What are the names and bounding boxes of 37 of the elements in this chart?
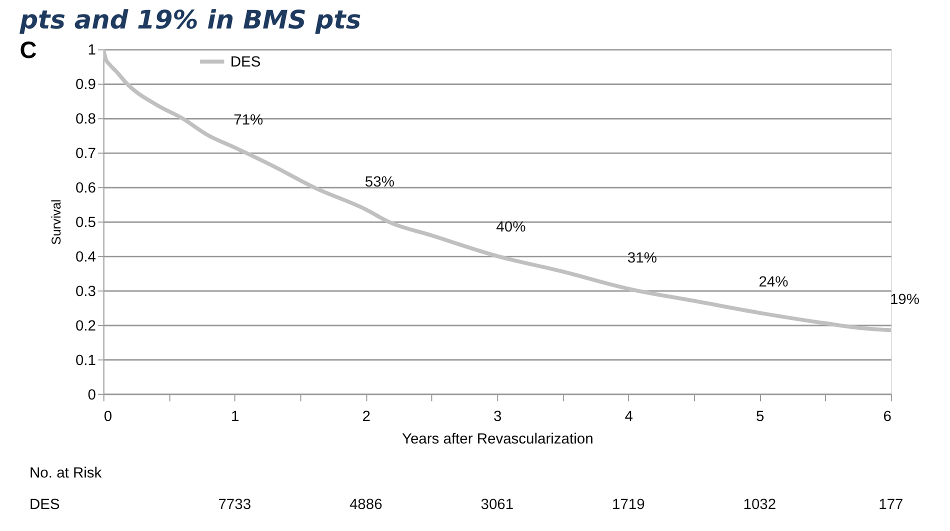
text: No. at Risk xyxy=(30,466,102,482)
annotation: 53% xyxy=(364,174,394,191)
y-tick-label: 0.3 xyxy=(75,284,96,300)
x-tick-label: 3 xyxy=(494,408,502,425)
y-tick-label: 0.7 xyxy=(75,146,96,162)
text: C xyxy=(20,38,37,64)
y-tick-label: 0.4 xyxy=(75,249,96,266)
annotation: 31% xyxy=(627,250,657,266)
x-tick-label: 0 xyxy=(104,408,112,425)
y-tick-label: 0.9 xyxy=(75,77,96,94)
annotation: 40% xyxy=(496,219,526,236)
legend-label: DES xyxy=(230,54,261,71)
text: 1032 xyxy=(743,497,776,514)
chart-title: pts and 19% in BMS pts xyxy=(18,6,362,36)
y-tick-label: 0.1 xyxy=(75,352,96,369)
text: 177 xyxy=(878,497,904,514)
text: 1719 xyxy=(612,497,645,514)
x-tick-label: 5 xyxy=(756,408,764,425)
y-tick-label: 0.8 xyxy=(75,112,96,128)
y-tick-label: 0.2 xyxy=(75,318,96,334)
y-axis-title: Survival xyxy=(48,199,64,245)
y-tick-label: 1 xyxy=(88,42,96,59)
y-tick-label: 0.6 xyxy=(75,180,96,197)
x-axis-title: Years after Revascularization xyxy=(402,432,594,448)
x-tick-label: 2 xyxy=(362,408,370,425)
x-tick-label: 1 xyxy=(231,408,240,425)
annotation: 19% xyxy=(890,292,920,308)
text: 3061 xyxy=(480,497,514,514)
text: DES xyxy=(30,497,60,514)
text: 7733 xyxy=(218,497,252,514)
y-tick-label: 0.5 xyxy=(75,215,96,232)
text: 4886 xyxy=(349,497,382,514)
x-tick-label: 6 xyxy=(883,408,892,425)
x-tick-label: 4 xyxy=(624,408,634,425)
annotation: 71% xyxy=(234,112,264,129)
y-tick-label: 0 xyxy=(88,387,96,404)
annotation: 24% xyxy=(758,274,788,291)
